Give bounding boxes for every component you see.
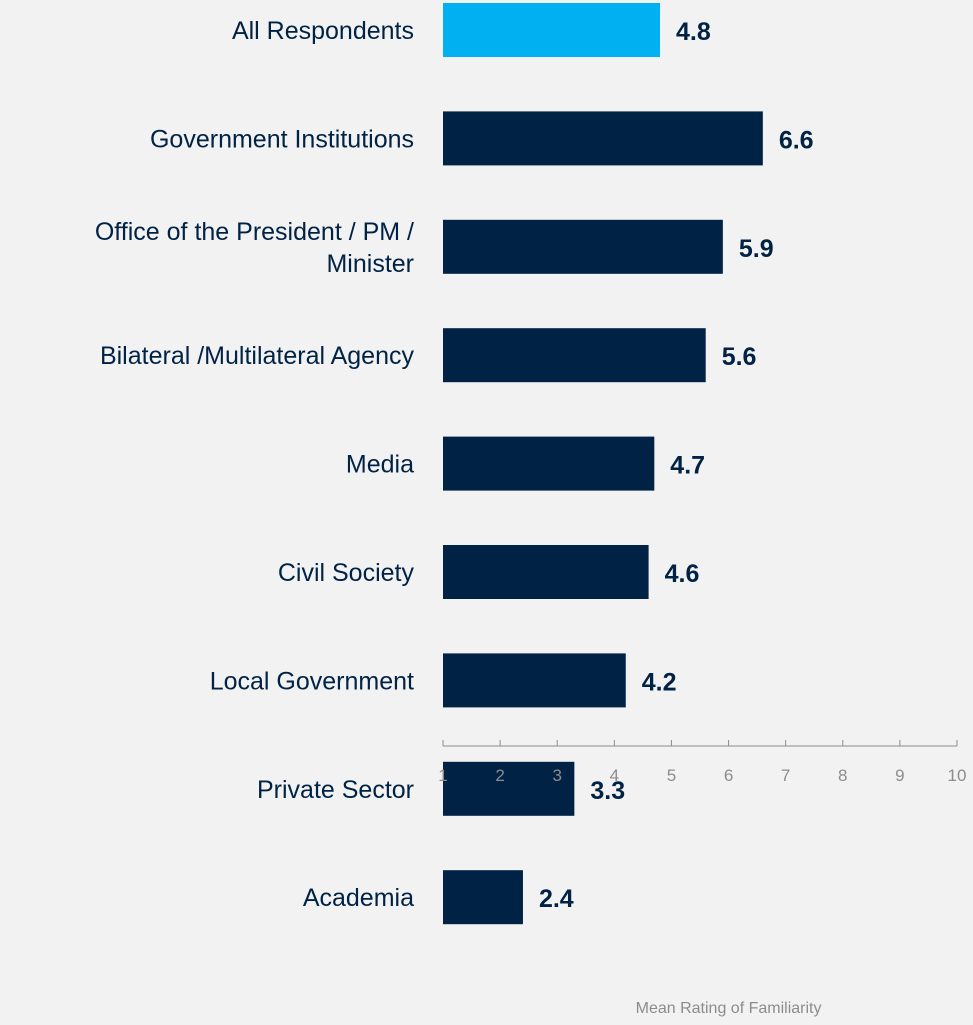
category-label-line: Media	[346, 451, 414, 479]
category-label: Academia	[303, 884, 414, 912]
x-tick-label: 2	[495, 766, 504, 785]
bar	[443, 653, 626, 708]
x-tick-label: 4	[610, 766, 619, 785]
bar	[443, 761, 575, 816]
category-label-line: Academia	[303, 884, 414, 912]
category-label: All Respondents	[232, 17, 414, 45]
x-tick-label: 6	[724, 766, 733, 785]
bar	[443, 870, 523, 925]
category-label-line: Office of the President / PM /	[95, 218, 414, 246]
category-label: Government Institutions	[150, 125, 414, 153]
x-tick-label: 9	[895, 766, 904, 785]
bar	[443, 3, 661, 57]
category-label-line: Private Sector	[257, 776, 414, 804]
category-label: Office of the President / PM / Minister	[95, 218, 414, 278]
category-label: Civil Society	[278, 559, 415, 587]
category-label-line: Bilateral /Multilateral Agency	[100, 342, 415, 370]
data-label: 4.6	[665, 560, 700, 588]
data-label: 3.3	[590, 777, 625, 805]
x-tick-label: 10	[948, 766, 967, 785]
data-label: 4.7	[670, 452, 705, 480]
data-label: 5.9	[739, 235, 774, 263]
category-label-line: All Respondents	[232, 17, 414, 45]
x-axis-title: Mean Rating of Familiarity	[636, 1000, 822, 1017]
category-label: Local Government	[210, 667, 414, 695]
x-tick-label: 1	[438, 766, 447, 785]
x-tick-label: 3	[552, 766, 561, 785]
data-label: 4.2	[642, 668, 677, 696]
category-label-line: Minister	[326, 250, 414, 278]
category-label: Bilateral /Multilateral Agency	[100, 342, 415, 370]
category-label-line: Government Institutions	[150, 125, 414, 153]
category-label-line: Civil Society	[278, 559, 415, 587]
bar	[443, 111, 763, 166]
data-label: 4.8	[676, 18, 711, 46]
x-tick-label: 5	[667, 766, 676, 785]
bar	[443, 328, 706, 383]
bar	[443, 219, 723, 274]
category-label: Media	[346, 451, 414, 479]
data-label: 5.6	[722, 343, 757, 371]
bar	[443, 545, 649, 599]
x-tick-label: 8	[838, 766, 847, 785]
x-tick-label: 7	[781, 766, 790, 785]
data-label: 6.6	[779, 126, 814, 154]
category-label: Private Sector	[257, 776, 414, 804]
data-label: 2.4	[539, 885, 574, 913]
category-label-line: Local Government	[210, 667, 414, 695]
bar	[443, 436, 655, 491]
